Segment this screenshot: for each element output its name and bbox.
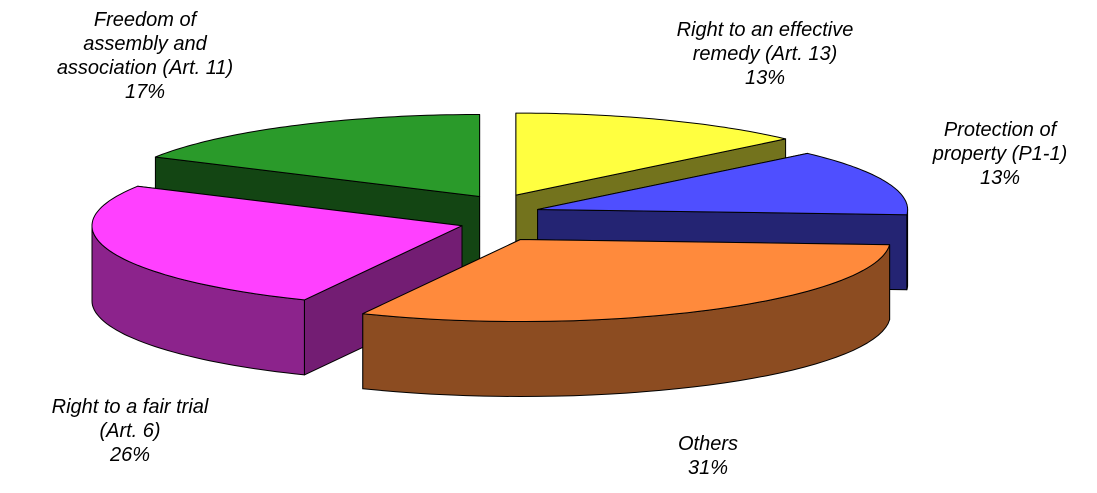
- category-label: Right to a fair trial (Art. 6): [51, 396, 209, 442]
- slice-top: [537, 152, 909, 216]
- slice-top: [362, 239, 891, 322]
- value-label: 13%: [744, 67, 786, 89]
- slice-label: Right to a fair trial (Art. 6) 26%: [0, 395, 280, 467]
- slice-label: Freedom of assembly and association (Art…: [0, 8, 295, 104]
- category-label: Right to an effective remedy (Art. 13): [676, 19, 854, 65]
- value-label: 13%: [979, 167, 1021, 189]
- slice-label: Others 31%: [558, 432, 858, 480]
- category-label: Protection of property (P1-1): [932, 119, 1068, 165]
- slice-label: Protection of property (P1-1) 13%: [850, 118, 1097, 190]
- category-label: Freedom of assembly and association (Art…: [56, 9, 234, 79]
- slice-top: [154, 114, 481, 197]
- slice-label: Right to an effective remedy (Art. 13) 13…: [615, 18, 915, 90]
- slice-top: [91, 185, 463, 301]
- value-label: 26%: [109, 444, 151, 466]
- value-label: 31%: [687, 457, 729, 479]
- category-label: Others: [677, 433, 739, 455]
- slice-rim: [906, 209, 909, 291]
- slice-top: [515, 112, 787, 196]
- value-label: 17%: [124, 81, 166, 103]
